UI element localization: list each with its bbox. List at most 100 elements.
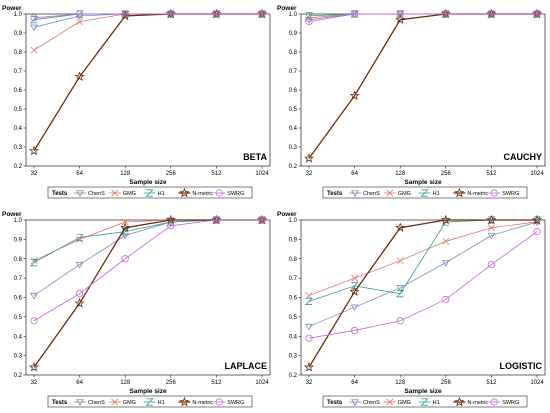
y-tick-label: 0.9 [289,31,298,37]
series-line-h1 [33,219,262,263]
series-line-gmg [33,13,262,51]
legend-entry-swrg: SWRG [488,189,519,197]
data-point-swrg [487,260,495,269]
data-point-swrg [167,222,175,230]
y-tick-label: 0.9 [289,237,298,243]
legend-swatch-marker [454,187,465,198]
y-tick-label: 1.0 [289,218,298,224]
legend-swatch-marker [351,399,359,406]
x-tick-label: 256 [441,171,452,177]
data-point-chens [487,232,496,240]
series-swrg [305,10,541,26]
data-point-chens [350,304,359,312]
legend-label: N-metric [192,400,213,406]
legend-label: H1 [433,400,440,406]
x-tick-label: 128 [120,380,131,386]
y-tick-label: 0.4 [14,126,23,132]
data-point-swrg [533,10,541,18]
legend: Tests ChenS GMG H1 N-metric SWRG [47,186,253,199]
y-tick-label: 0.2 [289,164,298,170]
legend-swatch-marker [76,399,84,406]
series-gmg [305,218,541,300]
legend-entry-swrg: SWRG [213,398,244,406]
x-tick-label: 256 [166,380,177,386]
y-axis-title: Power [277,211,297,218]
data-point-n-metric [349,90,360,100]
y-tick-label: 0.8 [14,257,23,263]
y-tick-label: 0.9 [14,237,23,243]
data-point-swrg [351,10,359,18]
y-tick-label: 0.2 [14,373,23,379]
y-tick-label: 0.4 [289,334,298,340]
chart-panel-logistic: 0.2 0.3 0.4 0.5 0.6 0.7 0.8 0.9 1.0 32 64 128 256 512… [277,211,546,408]
x-tick-label: 32 [306,380,313,386]
legend-entry-gmg: GMG [108,398,136,406]
y-tick-label: 0.8 [289,257,298,263]
x-tick-label: 512 [211,171,222,177]
x-tick-label: 256 [441,380,452,386]
series-line-swrg [308,13,537,22]
data-point-n-metric [74,298,85,308]
legend-title: Tests [52,191,68,197]
legend-label: H1 [158,191,165,197]
legend-entry-swrg: SWRG [488,398,519,406]
x-axis-title: Sample size [404,179,442,186]
data-point-swrg [305,17,313,26]
legend-label: GMG [398,191,411,197]
data-point-swrg [76,10,84,18]
legend-label: GMG [123,191,136,197]
x-tick-label: 512 [486,171,497,177]
data-point-h1 [396,290,405,298]
legend-entry-gmg: GMG [383,398,411,406]
legend-frame [47,395,253,408]
legend-label: SWRG [227,400,244,406]
y-tick-label: 0.4 [289,126,298,132]
legend-entry-gmg: GMG [383,189,411,197]
data-point-gmg [351,274,359,282]
series-h1 [29,10,267,24]
series-line-swrg [308,231,538,339]
panel-label: CAUCHY [503,152,542,162]
legend-entry-n-metric: N-metric [453,187,488,198]
data-point-h1 [304,12,314,20]
y-tick-label: 0.3 [14,145,23,151]
series-chens [30,217,266,300]
y-tick-label: 0.8 [14,50,23,56]
legend-label: ChenS [363,191,380,197]
data-point-swrg [212,216,220,224]
y-tick-label: 0.3 [289,145,298,151]
series-gmg [30,10,266,54]
series-h1 [304,10,542,20]
legend-label: N-metric [467,400,488,406]
data-point-chens [396,11,405,18]
x-axis-title: Sample size [404,388,442,395]
chart-panel-laplace: 0.2 0.3 0.4 0.5 0.6 0.7 0.8 0.9 1.0 32 64 128 256 512… [2,211,271,408]
x-tick-label: 32 [306,171,313,177]
data-point-swrg [30,317,38,325]
chart-panel-beta: 0.2 0.3 0.4 0.5 0.6 0.7 0.8 0.9 1.0 32 64 128 256 512… [2,5,271,199]
data-point-gmg [442,237,450,245]
legend-swatch-marker [386,398,394,406]
series-line-gmg [308,221,538,296]
data-point-gmg [30,257,38,265]
legend-label: ChenS [88,191,105,197]
legend-label: SWRG [502,191,519,197]
y-tick-label: 0.2 [14,164,23,170]
data-point-gmg [487,224,495,232]
series-n-metric [303,8,543,163]
legend-swatch-marker [179,187,190,198]
legend-label: GMG [123,400,136,406]
y-tick-label: 0.2 [289,373,298,379]
chart-panel-cauchy: 0.2 0.3 0.4 0.5 0.6 0.7 0.8 0.9 1.0 32 64 128 256 512… [277,5,546,199]
data-point-n-metric [28,361,40,372]
legend-label: GMG [398,400,411,406]
data-point-n-metric [28,145,40,156]
y-tick-label: 0.3 [289,354,298,360]
legend-swatch-marker [76,190,84,197]
x-tick-label: 32 [31,380,38,386]
series-line-swrg [33,219,262,322]
y-axis-title: Power [2,5,22,12]
legend-swatch-marker [420,398,429,406]
data-point-chens [441,259,450,267]
x-tick-label: 1024 [255,171,269,177]
